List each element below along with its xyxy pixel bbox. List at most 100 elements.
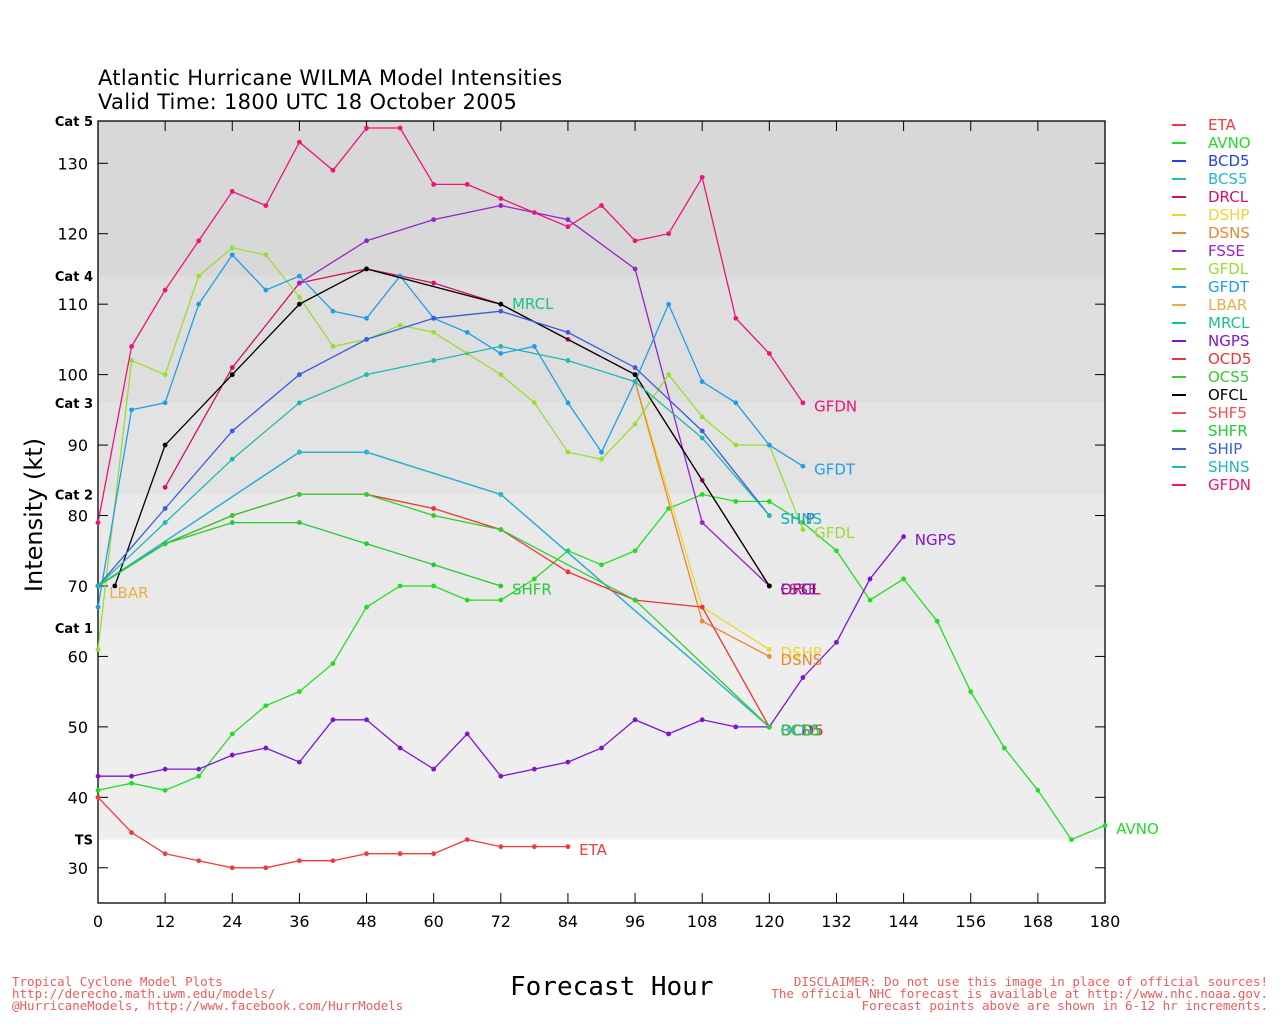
data-point-shfr [498, 583, 504, 589]
data-point-fsse [699, 520, 705, 525]
data-point-ngps [733, 724, 739, 730]
data-point-gfdn [800, 400, 806, 406]
data-point-ngps [699, 717, 705, 723]
data-point-ngps [901, 534, 906, 540]
legend-swatch [1172, 412, 1186, 414]
legend-swatch [1172, 268, 1186, 270]
data-point-gfdn [263, 203, 269, 208]
data-point-ocs5 [297, 491, 302, 497]
data-point-gfdt [95, 604, 101, 610]
data-point-ngps [162, 766, 168, 772]
legend-label: DRCL [1208, 188, 1249, 206]
data-point-shns [431, 358, 437, 363]
legend-item-fsse: FSSE [1172, 242, 1251, 260]
data-point-gfdn [129, 344, 134, 349]
data-point-ngps [800, 675, 806, 680]
data-point-drcl [431, 280, 437, 286]
data-point-shns [699, 435, 705, 441]
y-tick-label: 40 [68, 788, 88, 807]
data-point-gfdl [733, 442, 739, 448]
category-label: Cat 5 [55, 115, 93, 130]
data-point-avno [464, 597, 470, 603]
data-point-ofcl [162, 442, 168, 448]
x-tick-label: 60 [423, 912, 443, 931]
x-tick-label: 36 [289, 912, 309, 931]
plot-frame [97, 120, 1106, 904]
x-tick-label: 144 [888, 912, 919, 931]
data-point-gfdl [162, 372, 168, 378]
data-point-avno [196, 773, 202, 779]
legend-label: MRCL [1208, 314, 1250, 332]
data-point-gfdl [263, 252, 269, 258]
data-point-gfdt [666, 301, 672, 307]
data-point-ngps [95, 773, 101, 779]
data-point-shfr [431, 562, 437, 568]
series-line-gfdl [97, 247, 804, 650]
data-point-gfdn [766, 351, 772, 356]
data-point-gfdn [632, 238, 638, 244]
data-point-shns [565, 358, 571, 363]
data-point-ngps [330, 717, 336, 723]
data-point-ship [565, 329, 571, 335]
legend-item-mrcl: MRCL [1172, 314, 1251, 332]
legend-swatch [1172, 376, 1186, 378]
data-point-bcs5 [364, 449, 369, 455]
footer-line: Tropical Cyclone Model Plots [12, 974, 223, 989]
data-point-gfdt [364, 315, 369, 321]
data-point-shns [95, 583, 101, 589]
data-point-gfdt [263, 287, 269, 293]
data-point-eta [95, 794, 101, 800]
data-point-ofcl [766, 583, 772, 589]
legend-swatch [1172, 322, 1186, 324]
series-end-label: AVNO [1116, 820, 1159, 838]
data-point-gfdt [766, 442, 772, 448]
data-point-ocd5 [699, 604, 705, 610]
data-point-avno [129, 780, 134, 786]
data-point-shns [297, 400, 302, 406]
legend-item-shns: SHNS [1172, 458, 1251, 476]
data-point-gfdn [733, 315, 739, 321]
data-point-gfdl [800, 527, 806, 533]
data-point-avno [968, 689, 974, 695]
y-tick-label: 90 [68, 436, 88, 455]
data-point-avno [632, 548, 638, 554]
y-tick-label: 80 [68, 507, 88, 526]
data-point-ship [632, 365, 638, 370]
chart-title: Atlantic Hurricane WILMA Model Intensiti… [98, 66, 563, 90]
footer-line: http://derecho.math.uwm.edu/models/ [12, 986, 276, 1001]
data-point-shfr [162, 541, 168, 547]
legend-label: BCS5 [1208, 170, 1248, 188]
data-point-ngps [263, 745, 269, 751]
data-point-avno [599, 562, 604, 568]
data-point-ship [498, 308, 504, 314]
data-point-shns [162, 520, 168, 525]
data-point-gfdt [599, 449, 604, 455]
legend-label: SHNS [1208, 458, 1250, 476]
data-point-gfdt [699, 379, 705, 385]
data-point-gfdn [162, 287, 168, 293]
x-tick-label: 156 [955, 912, 986, 931]
data-point-shns [364, 372, 369, 378]
data-point-ship [162, 506, 168, 511]
data-point-avno [431, 583, 437, 589]
data-point-ocd5 [565, 569, 571, 575]
legend-label: OFCL [1208, 386, 1248, 404]
data-point-ngps [129, 773, 134, 779]
data-point-gfdt [297, 273, 302, 279]
data-point-eta [531, 844, 537, 850]
legend-label: BCD5 [1208, 152, 1250, 170]
data-point-shns [632, 379, 638, 385]
data-point-ocs5 [632, 597, 638, 603]
series-line-gfdt [97, 253, 804, 608]
y-axis-label: Intensity (kt) [20, 437, 48, 593]
legend-item-dshp: DSHP [1172, 206, 1251, 224]
data-point-avno [229, 731, 235, 737]
data-point-ngps [464, 731, 470, 737]
footer-line: @HurricaneModels, http://www.facebook.co… [12, 998, 404, 1013]
series-end-label: SHNS [781, 510, 823, 528]
legend-label: GFDN [1208, 476, 1252, 494]
data-point-gfdn [95, 520, 101, 525]
legend-item-lbar: LBAR [1172, 296, 1251, 314]
data-point-avno [800, 520, 806, 525]
data-point-eta [330, 858, 336, 864]
